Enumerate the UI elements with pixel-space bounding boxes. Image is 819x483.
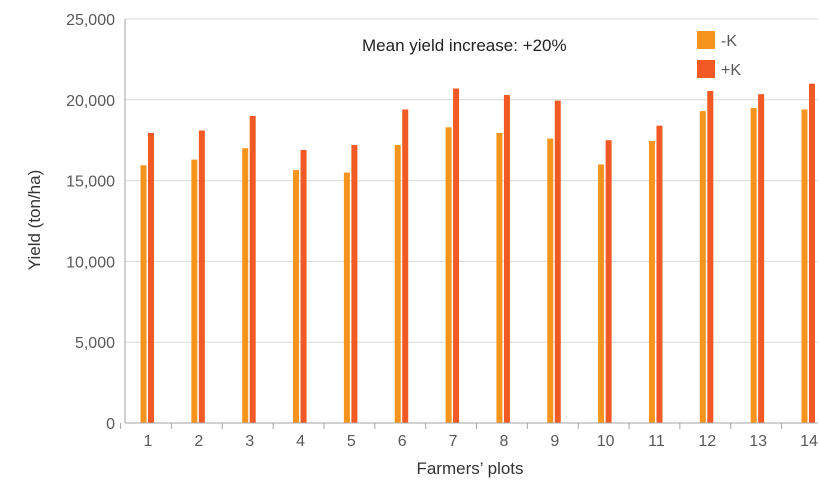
legend: -K +K (697, 31, 741, 79)
bar-minus-k-plot-10 (598, 164, 605, 423)
y-tick-label: 15,000 (66, 174, 115, 191)
x-tick-label: 1 (144, 433, 153, 450)
y-tick-labels: 0 5,000 10,000 15,000 20,000 25,000 (66, 12, 115, 433)
x-tick-label: 13 (749, 433, 767, 450)
x-tick-label: 3 (245, 433, 254, 450)
x-tick-label: 8 (499, 433, 508, 450)
bar-minus-k-plot-1 (140, 165, 147, 424)
bar-plus-k-plot-14 (809, 83, 815, 423)
y-tick-label: 25,000 (66, 12, 115, 29)
x-tick-label: 2 (194, 433, 203, 450)
bar-plus-k-plot-1 (148, 132, 154, 424)
y-tick-label: 20,000 (66, 93, 115, 110)
bar-minus-k-plot-3 (242, 148, 249, 423)
x-tick-label: 12 (698, 433, 716, 450)
bar-plus-k-plot-13 (758, 94, 765, 424)
bar-plus-k-plot-6 (402, 109, 409, 423)
bar-plus-k-plot-11 (656, 125, 663, 423)
bar-plus-k-plot-5 (351, 145, 358, 423)
annotation-mean-yield-increase: Mean yield increase: +20% (362, 36, 567, 55)
legend-swatch-plus-k (697, 60, 715, 78)
bar-plus-k-plot-4 (300, 149, 307, 423)
bar-minus-k-plot-9 (547, 138, 554, 424)
bar-plus-k-plot-9 (554, 100, 561, 423)
bar-plus-k-plot-12 (707, 90, 714, 424)
legend-swatch-minus-k (697, 31, 715, 49)
x-tick-label: 9 (550, 433, 559, 450)
bar-minus-k-plot-11 (648, 141, 655, 423)
legend-label-minus-k: -K (721, 33, 737, 50)
x-tick-label: 10 (597, 433, 615, 450)
y-tick-label: 5,000 (75, 335, 115, 352)
x-tick-label: 6 (398, 433, 407, 450)
bars (140, 83, 815, 424)
x-tick-label: 5 (347, 433, 356, 450)
bar-minus-k-plot-2 (191, 159, 198, 424)
bar-minus-k-plot-13 (750, 107, 757, 423)
bar-plus-k-plot-2 (198, 130, 205, 423)
bar-plus-k-plot-8 (503, 94, 510, 424)
bar-minus-k-plot-8 (496, 132, 503, 424)
bar-minus-k-plot-12 (699, 111, 706, 423)
x-tick-label: 14 (800, 433, 818, 450)
bar-plus-k-plot-3 (249, 115, 256, 424)
bar-minus-k-plot-6 (394, 145, 401, 423)
bar-minus-k-plot-4 (293, 170, 300, 423)
x-tick-label: 4 (296, 433, 305, 450)
y-tick-label: 10,000 (66, 254, 115, 271)
bar-minus-k-plot-5 (343, 172, 350, 423)
y-axis-label: Yield (ton/ha) (25, 170, 44, 270)
legend-label-plus-k: +K (721, 62, 741, 79)
y-tick-label: 0 (106, 416, 115, 433)
x-tick-label: 11 (648, 433, 665, 450)
bar-plus-k-plot-7 (453, 88, 460, 423)
bar-minus-k-plot-14 (801, 109, 808, 423)
bar-plus-k-plot-10 (605, 140, 612, 423)
x-axis-label: Farmers’ plots (416, 459, 523, 478)
x-tick-labels: 1 2 3 4 5 6 7 8 9 10 11 12 13 14 (120, 423, 818, 450)
bar-minus-k-plot-7 (445, 127, 452, 423)
x-tick-label: 7 (449, 433, 458, 450)
